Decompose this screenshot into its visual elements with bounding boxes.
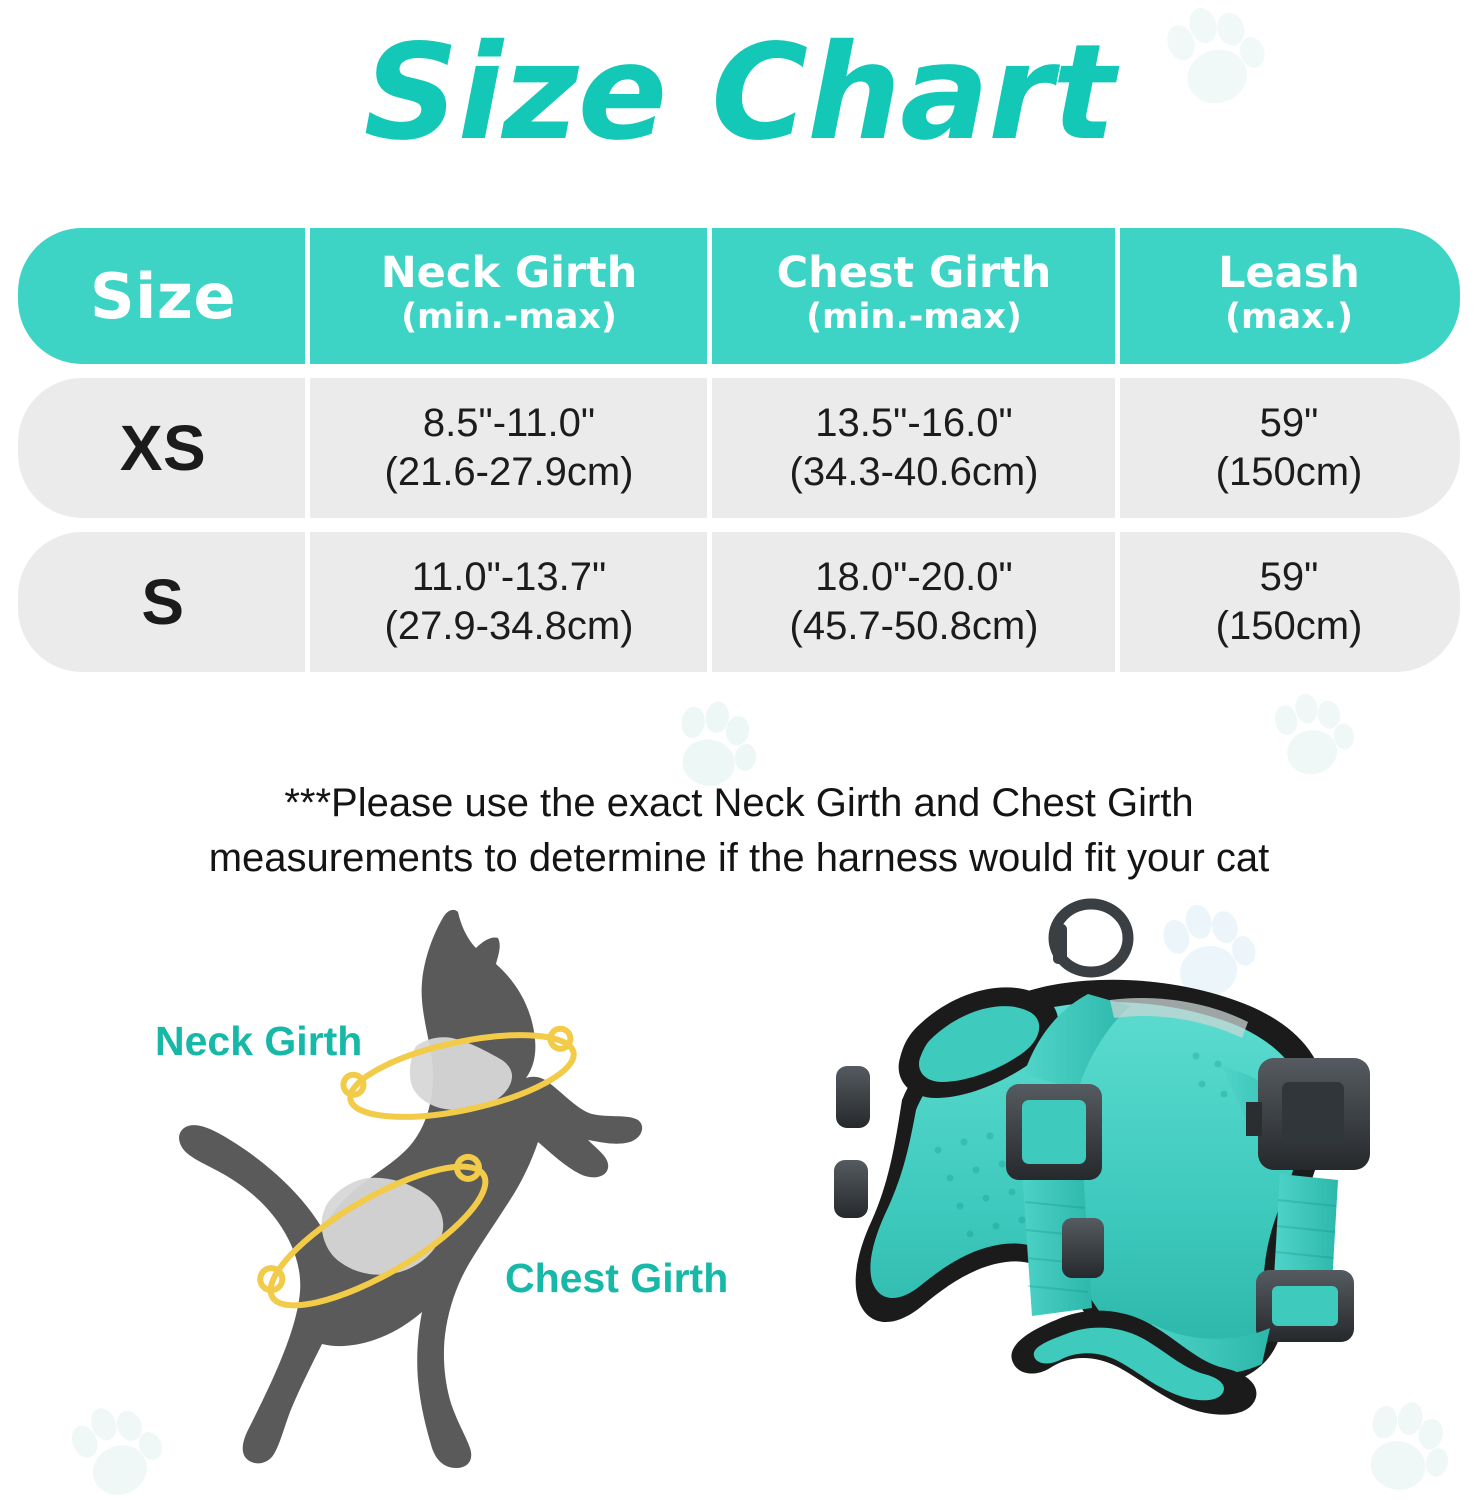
- d-ring-icon: [1048, 898, 1134, 978]
- side-buckle-lower-left: [834, 1160, 868, 1218]
- harness-product-image: [810, 888, 1450, 1493]
- slider-buckle-center: [1006, 1084, 1102, 1180]
- size-value: S: [141, 566, 185, 638]
- header-cell-neck-girth: Neck Girth (min.-max): [305, 228, 710, 364]
- header-neck-sublabel: (min.-max): [401, 297, 617, 338]
- neck-inches: 8.5"-11.0": [422, 401, 596, 446]
- leash-cm: (150cm): [1215, 604, 1363, 648]
- harness-right-lower-strap: [1274, 1174, 1338, 1284]
- table-header-row: Size Neck Girth (min.-max) Chest Girth (…: [18, 228, 1460, 364]
- neck-girth-label: Neck Girth: [155, 1018, 363, 1064]
- side-buckle-upper-left: [836, 1066, 870, 1128]
- note-line-2: measurements to determine if the harness…: [208, 836, 1270, 881]
- chest-girth-label: Chest Girth: [505, 1255, 729, 1301]
- cell-size: S: [18, 532, 308, 672]
- chest-measuring-tape: [257, 1153, 489, 1309]
- measurement-note: ***Please use the exact Neck Girth and C…: [0, 776, 1478, 886]
- chest-inches: 13.5"-16.0": [815, 401, 1013, 446]
- page-title: Size Chart: [363, 16, 1116, 170]
- chest-cm: (45.7-50.8cm): [789, 604, 1039, 648]
- harness-neck-strap: [1024, 994, 1130, 1090]
- cell-size: XS: [18, 378, 308, 518]
- header-cell-size: Size: [18, 228, 308, 364]
- cell-leash: 59" (150cm): [1115, 378, 1460, 518]
- leash-inches: 59": [1259, 555, 1319, 600]
- size-value: XS: [119, 412, 207, 484]
- illustration-area: Neck Girth Chest Girth: [0, 880, 1478, 1500]
- header-neck-label: Neck Girth: [380, 248, 638, 299]
- header-leash-label: Leash: [1218, 248, 1360, 299]
- cell-leash: 59" (150cm): [1115, 532, 1460, 672]
- chest-cm: (34.3-40.6cm): [789, 450, 1039, 494]
- cell-neck-girth: 11.0"-13.7" (27.9-34.8cm): [305, 532, 710, 672]
- table-row: XS 8.5"-11.0" (21.6-27.9cm) 13.5"-16.0" …: [18, 378, 1460, 518]
- adjuster-buckle-right: [1256, 1270, 1354, 1342]
- slider-buckle-lower: [1062, 1218, 1104, 1278]
- neck-measuring-tape: [340, 1025, 577, 1120]
- note-line-1: ***Please use the exact Neck Girth and C…: [284, 781, 1194, 825]
- header-leash-sublabel: (max.): [1225, 297, 1353, 338]
- chest-inches: 18.0"-20.0": [815, 555, 1013, 600]
- reflective-strip: [1110, 998, 1248, 1038]
- chest-band: [321, 1177, 444, 1275]
- harness-mesh-panel-teal: [870, 1002, 1305, 1367]
- side-release-buckle: [1246, 1058, 1370, 1170]
- cat-silhouette-diagram: [140, 900, 700, 1485]
- cell-neck-girth: 8.5"-11.0" (21.6-27.9cm): [305, 378, 710, 518]
- leash-inches: 59": [1259, 401, 1319, 446]
- header-cell-chest-girth: Chest Girth (min.-max): [707, 228, 1118, 364]
- cell-chest-girth: 13.5"-16.0" (34.3-40.6cm): [707, 378, 1118, 518]
- header-chest-label: Chest Girth: [776, 248, 1052, 299]
- webbing-texture-right: [1275, 1199, 1337, 1259]
- neck-band: [409, 1037, 512, 1110]
- neck-cm: (21.6-27.9cm): [384, 450, 634, 494]
- header-cell-leash: Leash (max.): [1115, 228, 1460, 364]
- table-row: S 11.0"-13.7" (27.9-34.8cm) 18.0"-20.0" …: [18, 532, 1460, 672]
- header-chest-sublabel: (min.-max): [806, 297, 1022, 338]
- harness-bottom-padding-inner: [1033, 1327, 1224, 1401]
- neck-cm: (27.9-34.8cm): [384, 604, 634, 648]
- size-chart-table: Size Neck Girth (min.-max) Chest Girth (…: [18, 228, 1460, 686]
- cell-chest-girth: 18.0"-20.0" (45.7-50.8cm): [707, 532, 1118, 672]
- harness-leg-loop-left-inner: [918, 1006, 1040, 1082]
- header-size-label: Size: [89, 259, 237, 333]
- leash-cm: (150cm): [1215, 450, 1363, 494]
- neck-inches: 11.0"-13.7": [411, 555, 607, 600]
